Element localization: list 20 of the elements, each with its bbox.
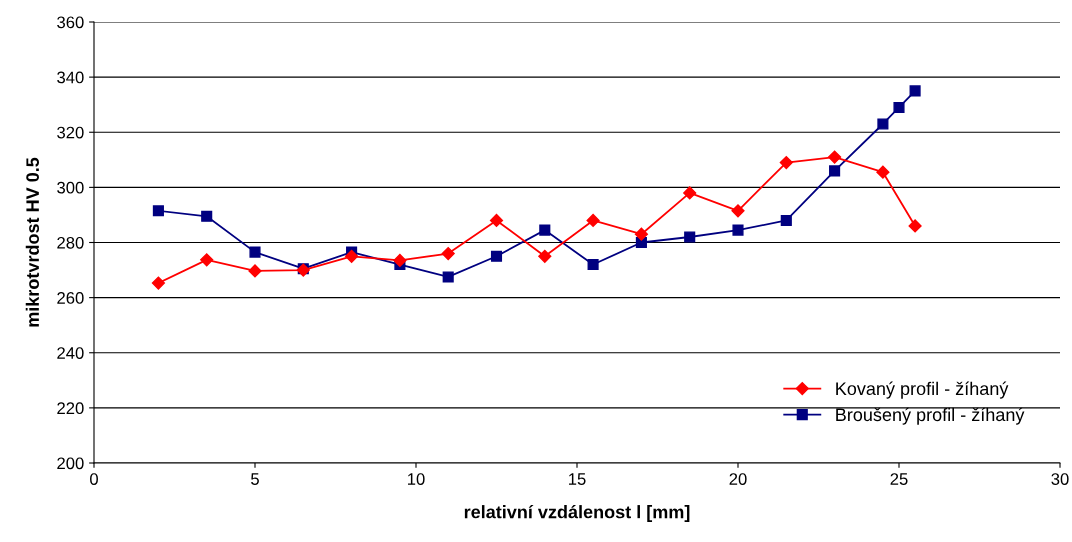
x-tick-label: 30	[1051, 473, 1069, 485]
y-tick-label: 280	[57, 236, 84, 249]
x-tick-label: 0	[90, 473, 98, 485]
x-tick-label: 5	[251, 473, 259, 485]
y-axis-title: mikrotvrdost HV 0.5	[25, 157, 40, 327]
y-tick-label: 360	[57, 16, 84, 29]
y-tick-label: 240	[57, 347, 84, 359]
y-tick-label: 320	[57, 126, 84, 139]
x-axis-title: relativní vzdálenost l [mm]	[464, 504, 690, 522]
y-tick-label: 300	[57, 181, 84, 194]
x-tick-label: 25	[890, 473, 908, 485]
y-tick-label: 340	[57, 71, 84, 84]
y-tick-label: 220	[57, 402, 84, 415]
y-tick-label: 200	[57, 457, 84, 470]
y-tick-label: 260	[57, 292, 84, 304]
legend-label: Broušený profil - žíhaný	[836, 407, 1025, 425]
x-tick-label: 20	[729, 473, 747, 485]
x-tick-label: 15	[569, 473, 586, 485]
x-tick-label: 10	[408, 473, 425, 485]
legend-label: Kovaný profil - žíhaný	[836, 381, 1009, 399]
